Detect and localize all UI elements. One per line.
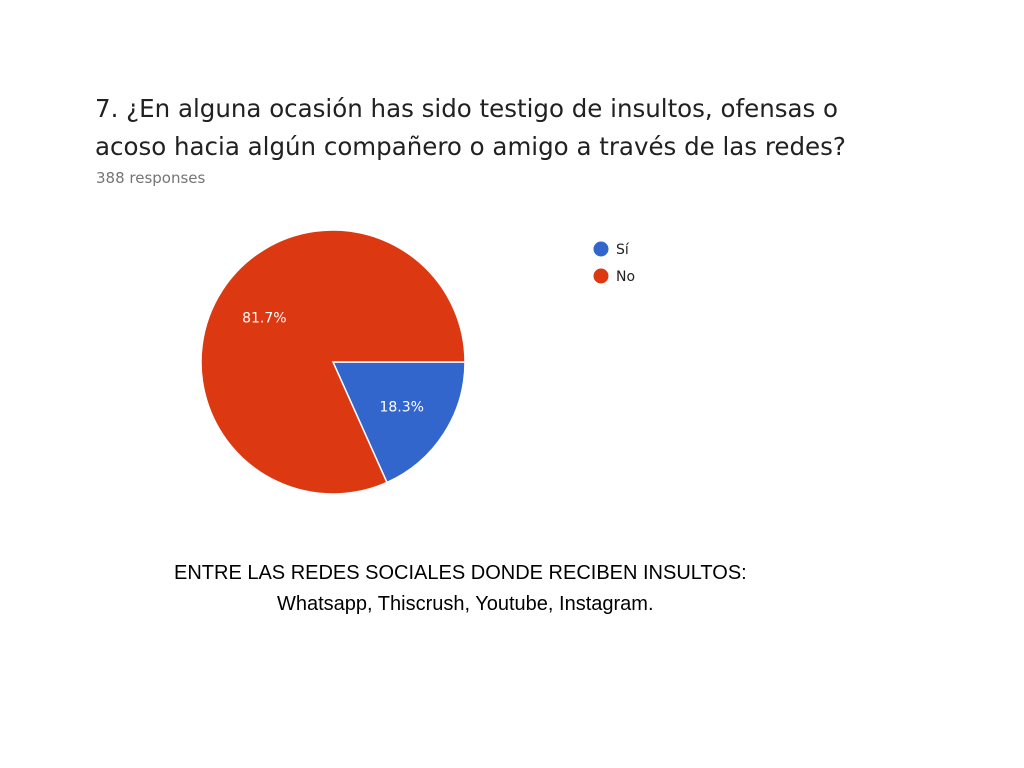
response-count: 388 responses — [96, 169, 206, 187]
slice-label: 18.3% — [379, 400, 423, 416]
pie-slice-labels: 18.3% 81.7% — [242, 310, 424, 415]
pie-slices — [200, 229, 466, 495]
question-title: 7. ¿En alguna ocasión has sido testigo d… — [95, 94, 846, 161]
legend-label: Sí — [616, 242, 630, 258]
pie-slice-no — [200, 229, 466, 495]
footer-heading: ENTRE LAS REDES SOCIALES DONDE RECIBEN I… — [174, 562, 747, 584]
chart-legend: Sí No — [593, 241, 635, 285]
legend-swatch — [593, 241, 609, 257]
legend-swatch — [593, 268, 609, 284]
footer-list: Whatsapp, Thiscrush, Youtube, Instagram. — [277, 593, 654, 615]
pie-slice-s — [331, 361, 466, 484]
legend-label: No — [616, 269, 635, 285]
slice-label: 81.7% — [242, 310, 286, 326]
